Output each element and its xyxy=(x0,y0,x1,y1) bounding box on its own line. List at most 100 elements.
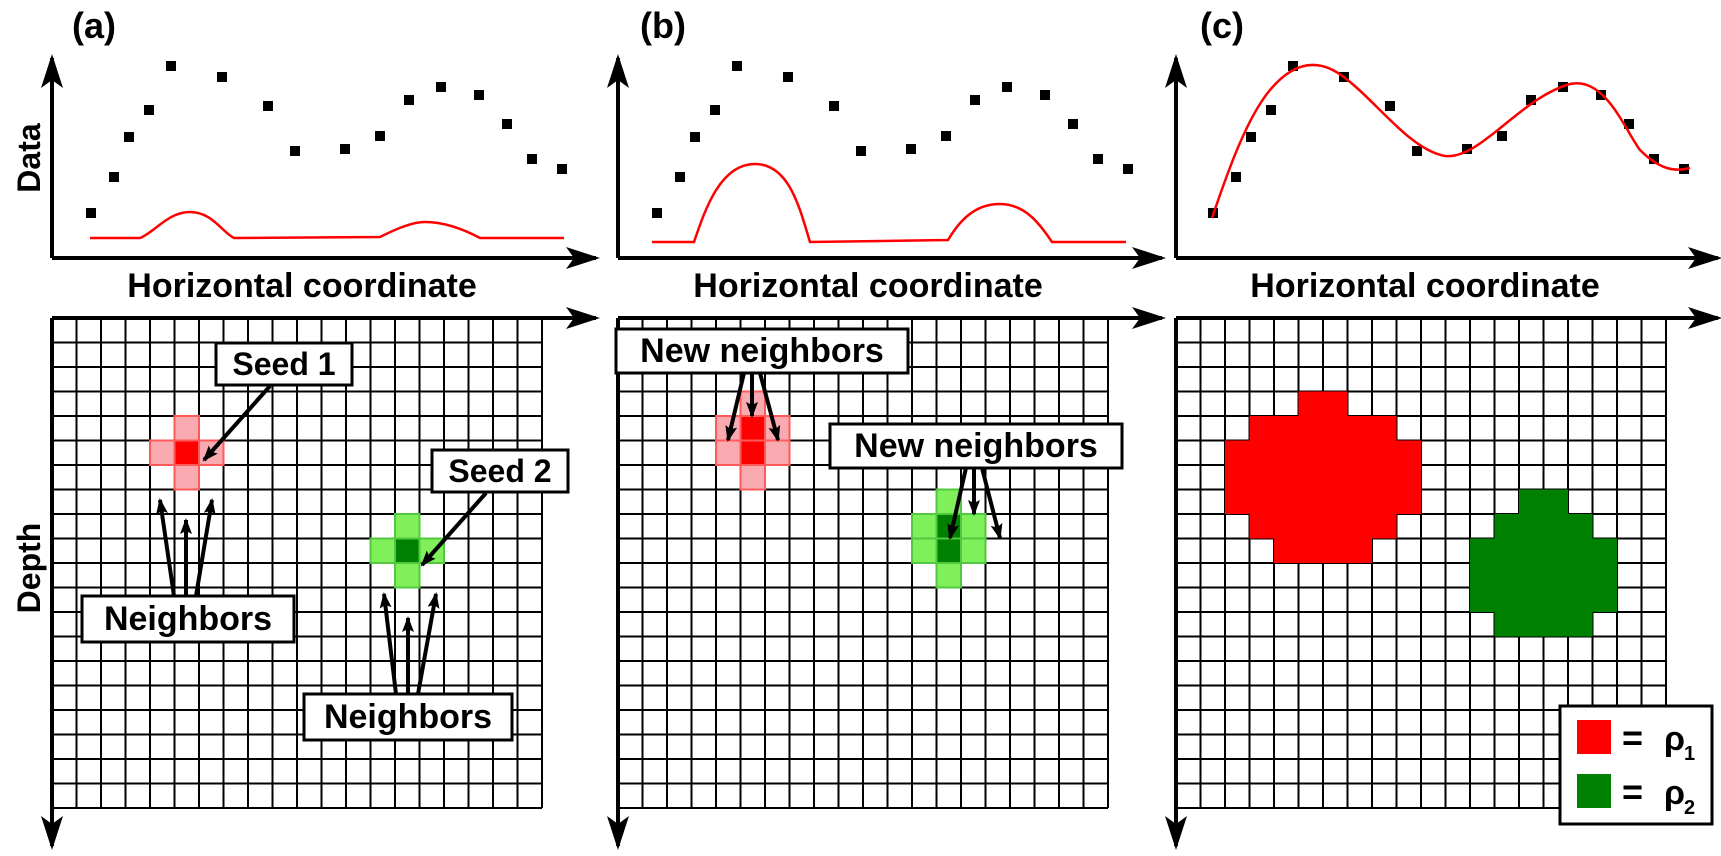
region-rho-1-cell xyxy=(1274,489,1299,514)
region-rho-2-cell xyxy=(1470,587,1495,612)
data-point xyxy=(1040,90,1050,100)
region-rho-2-cell xyxy=(1543,563,1568,588)
region-rho-1-cell xyxy=(1396,465,1421,490)
region-rho-1-cell xyxy=(1249,465,1274,490)
region-rho-2-cell xyxy=(1494,514,1519,539)
region-rho-1-cell xyxy=(1347,538,1372,563)
callout-seed-1: Seed 1 xyxy=(202,341,354,462)
region-rho-2-cell xyxy=(1519,489,1544,514)
region-rho-1-cell xyxy=(1347,416,1372,441)
region-rho-2-cell xyxy=(1470,538,1495,563)
data-point xyxy=(109,172,119,182)
data-point xyxy=(783,72,793,82)
region-rho-1-cell xyxy=(1298,538,1323,563)
callout-text: Seed 1 xyxy=(232,346,335,382)
inverted-regions xyxy=(1225,391,1617,637)
neighbor-cell xyxy=(369,537,396,564)
region-rho-1-cell xyxy=(1274,416,1299,441)
callout-seed-2: Seed 2 xyxy=(420,448,570,567)
region-rho-1-cell xyxy=(1323,465,1348,490)
data-point xyxy=(1266,105,1276,115)
neighbor-cell xyxy=(149,439,176,466)
legend-symbol: ρ xyxy=(1664,774,1685,812)
region-rho-1-cell xyxy=(1298,514,1323,539)
callout-new-neighbors-1: New neighbors xyxy=(614,327,910,442)
region-rho-2-cell xyxy=(1568,587,1593,612)
region-rho-1-cell xyxy=(1249,489,1274,514)
region-rho-2-cell xyxy=(1543,612,1568,637)
region-rho-1-cell xyxy=(1396,489,1421,514)
legend-item-rho-1: = ρ 1 xyxy=(1577,717,1695,765)
region-rho-2-cell xyxy=(1568,514,1593,539)
callout-arrow xyxy=(416,592,440,695)
legend-equals: = xyxy=(1622,771,1643,812)
data-point xyxy=(290,146,300,156)
region-rho-2-cell xyxy=(1494,587,1519,612)
data-point xyxy=(1412,146,1422,156)
neighbor-cell xyxy=(173,415,200,442)
region-rho-1-cell xyxy=(1323,514,1348,539)
region-rho-1-cell xyxy=(1323,489,1348,514)
region-rho-1-cell xyxy=(1347,465,1372,490)
panel-label: (a) xyxy=(72,5,116,46)
callout-neighbors-2: Neighbors xyxy=(302,592,514,742)
region-rho-2-cell xyxy=(1568,563,1593,588)
region-rho-1-cell xyxy=(1396,440,1421,465)
x-axis-label: Horizontal coordinate xyxy=(693,267,1042,305)
callout-arrow xyxy=(725,372,746,442)
region-rho-1-cell xyxy=(1274,538,1299,563)
region-rho-1-cell xyxy=(1372,465,1397,490)
data-points xyxy=(86,61,567,218)
data-point xyxy=(732,61,742,71)
region-rho-1-cell xyxy=(1347,440,1372,465)
callout-arrow xyxy=(379,592,398,695)
region-rho-1-cell xyxy=(1249,440,1274,465)
region-rho-2-cell xyxy=(1543,538,1568,563)
region-rho-1-cell xyxy=(1323,416,1348,441)
callout-text: Neighbors xyxy=(324,698,492,736)
new-neighbor-cell xyxy=(935,562,962,589)
region-rho-1-cell xyxy=(1298,416,1323,441)
seed-cell xyxy=(394,537,421,564)
x-axis-label: Horizontal coordinate xyxy=(1250,267,1599,305)
region-rho-1-cell xyxy=(1372,416,1397,441)
region-rho-1-cell xyxy=(1323,538,1348,563)
data-point xyxy=(1526,95,1536,105)
region-rho-1-cell xyxy=(1225,489,1250,514)
callout-text: Neighbors xyxy=(104,600,272,638)
data-point xyxy=(856,146,866,156)
callout-arrow xyxy=(202,384,272,462)
data-point xyxy=(263,101,273,111)
region-rho-1-cell xyxy=(1372,489,1397,514)
data-point xyxy=(166,61,176,71)
data-point xyxy=(557,164,567,174)
region-rho-2-cell xyxy=(1519,563,1544,588)
data-point xyxy=(675,172,685,182)
region-cell xyxy=(739,415,766,442)
panel-label: (b) xyxy=(640,5,686,46)
data-point xyxy=(1123,164,1133,174)
new-neighbor-cell xyxy=(911,513,938,540)
legend: = ρ 1 = ρ 2 xyxy=(1558,704,1714,826)
data-point xyxy=(436,82,446,92)
region-rho-2-cell xyxy=(1592,538,1617,563)
data-points xyxy=(652,61,1133,218)
legend-subscript: 2 xyxy=(1684,797,1695,819)
region-rho-2-cell xyxy=(1519,587,1544,612)
region-rho-2-cell xyxy=(1592,587,1617,612)
data-point xyxy=(1231,172,1241,182)
callout-arrow xyxy=(980,467,1003,540)
region-rho-1-cell xyxy=(1298,465,1323,490)
data-point xyxy=(1288,61,1298,71)
data-point xyxy=(340,144,350,154)
region-rho-2-cell xyxy=(1568,612,1593,637)
callout-arrow xyxy=(758,372,781,442)
legend-swatch xyxy=(1577,720,1611,754)
data-point xyxy=(652,208,662,218)
seed-cell xyxy=(173,439,200,466)
neighbor-cell xyxy=(394,513,421,540)
new-neighbor-cell xyxy=(911,537,938,564)
callout-arrow xyxy=(156,498,176,597)
callout-text: Seed 2 xyxy=(448,453,551,489)
data-point xyxy=(1624,119,1634,129)
